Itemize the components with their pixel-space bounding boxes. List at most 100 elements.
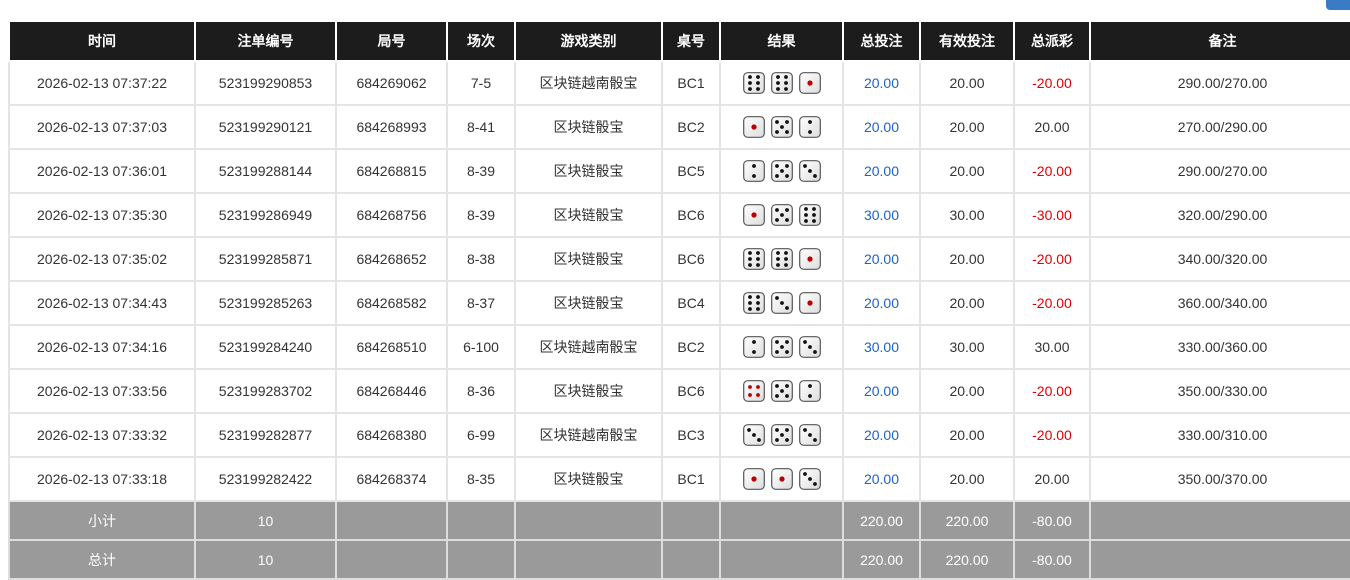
bet-id-cell: 523199290853 [194,61,337,106]
payout-cell: 20.00 [1013,457,1091,502]
total-bet-cell: 20.00 [842,61,921,106]
footer-payout: -80.00 [1013,539,1091,580]
table-number-cell: BC1 [661,61,721,106]
note-cell: 270.00/290.00 [1089,105,1350,150]
column-header: 场次 [446,22,516,62]
session-cell: 8-38 [446,237,516,282]
column-header: 有效投注 [919,22,1015,62]
table-row[interactable]: 2026-02-13 07:35:02 523199285871 6842686… [8,237,1350,282]
dice-5-icon [770,204,793,226]
total-bet-cell: 20.00 [842,457,921,502]
total-bet-cell: 30.00 [842,193,921,238]
round-cell: 684268652 [335,237,448,282]
footer-valid-bet: 220.00 [919,539,1015,580]
note-cell: 320.00/290.00 [1089,193,1350,238]
bet-records-table: 时间 注单编号 局号 场次 游戏类别 桌号 结果 总投注 有效投注 总派彩 备注 2026-02-1… [8,22,1350,580]
footer-count: 10 [194,500,337,541]
table-number-cell: BC2 [661,105,721,150]
dice-1-icon [798,248,821,270]
footer-label: 小计 [8,500,196,541]
time-cell: 2026-02-13 07:34:16 [8,325,196,370]
note-cell: 350.00/370.00 [1089,457,1350,502]
result-cell [719,149,844,194]
dice-1-icon [742,116,765,138]
dice-3-icon [770,292,793,314]
dice-6-icon [770,248,793,270]
note-cell: 330.00/360.00 [1089,325,1350,370]
time-cell: 2026-02-13 07:37:22 [8,61,196,106]
table-number-cell: BC1 [661,457,721,502]
result-cell [719,105,844,150]
table-row[interactable]: 2026-02-13 07:34:43 523199285263 6842685… [8,281,1350,326]
game-type-cell: 区块链越南骰宝 [514,413,663,458]
time-cell: 2026-02-13 07:33:56 [8,369,196,414]
valid-bet-cell: 30.00 [919,325,1015,370]
table-number-cell: BC6 [661,237,721,282]
table-number-cell: BC6 [661,369,721,414]
time-cell: 2026-02-13 07:33:18 [8,457,196,502]
dice-3-icon [798,424,821,446]
session-cell: 8-35 [446,457,516,502]
dice-5-icon [770,116,793,138]
dice-2-icon [742,160,765,182]
table-row[interactable]: 2026-02-13 07:37:03 523199290121 6842689… [8,105,1350,150]
result-cell [719,325,844,370]
valid-bet-cell: 20.00 [919,149,1015,194]
note-cell: 360.00/340.00 [1089,281,1350,326]
dice-5-icon [770,424,793,446]
result-cell [719,281,844,326]
round-cell: 684268380 [335,413,448,458]
grand-total-row: 总计 10 220.00 220.00 -80.00 [8,539,1350,580]
column-header: 结果 [719,22,844,62]
result-cell [719,193,844,238]
dice-3-icon [798,468,821,490]
note-cell: 330.00/310.00 [1089,413,1350,458]
table-row[interactable]: 2026-02-13 07:33:56 523199283702 6842684… [8,369,1350,414]
dice-3-icon [742,424,765,446]
column-header: 局号 [335,22,448,62]
dice-1-icon [742,204,765,226]
note-cell: 340.00/320.00 [1089,237,1350,282]
round-cell: 684268582 [335,281,448,326]
bet-id-cell: 523199282877 [194,413,337,458]
game-type-cell: 区块链骰宝 [514,281,663,326]
top-right-button[interactable] [1326,0,1350,10]
dice-1-icon [798,292,821,314]
dice-1-icon [770,468,793,490]
column-header: 总派彩 [1013,22,1091,62]
subtotal-row: 小计 10 220.00 220.00 -80.00 [8,500,1350,541]
dice-3-icon [798,160,821,182]
result-cell [719,237,844,282]
payout-cell: -20.00 [1013,369,1091,414]
column-header: 注单编号 [194,22,337,62]
game-type-cell: 区块链骰宝 [514,149,663,194]
total-bet-cell: 20.00 [842,105,921,150]
payout-cell: -20.00 [1013,413,1091,458]
payout-cell: -20.00 [1013,237,1091,282]
dice-6-icon [742,292,765,314]
result-cell [719,61,844,106]
table-row[interactable]: 2026-02-13 07:35:30 523199286949 6842687… [8,193,1350,238]
table-number-cell: BC6 [661,193,721,238]
dice-1-icon [742,468,765,490]
table-row[interactable]: 2026-02-13 07:37:22 523199290853 6842690… [8,61,1350,106]
round-cell: 684268993 [335,105,448,150]
bet-id-cell: 523199282422 [194,457,337,502]
time-cell: 2026-02-13 07:36:01 [8,149,196,194]
dice-2-icon [798,116,821,138]
time-cell: 2026-02-13 07:35:30 [8,193,196,238]
table-row[interactable]: 2026-02-13 07:34:16 523199284240 6842685… [8,325,1350,370]
time-cell: 2026-02-13 07:33:32 [8,413,196,458]
bet-id-cell: 523199284240 [194,325,337,370]
payout-cell: 20.00 [1013,105,1091,150]
round-cell: 684268374 [335,457,448,502]
total-bet-cell: 20.00 [842,413,921,458]
table-row[interactable]: 2026-02-13 07:36:01 523199288144 6842688… [8,149,1350,194]
table-row[interactable]: 2026-02-13 07:33:18 523199282422 6842683… [8,457,1350,502]
bet-id-cell: 523199283702 [194,369,337,414]
footer-count: 10 [194,539,337,580]
table-row[interactable]: 2026-02-13 07:33:32 523199282877 6842683… [8,413,1350,458]
dice-4-icon [742,380,765,402]
round-cell: 684268756 [335,193,448,238]
note-cell: 290.00/270.00 [1089,149,1350,194]
